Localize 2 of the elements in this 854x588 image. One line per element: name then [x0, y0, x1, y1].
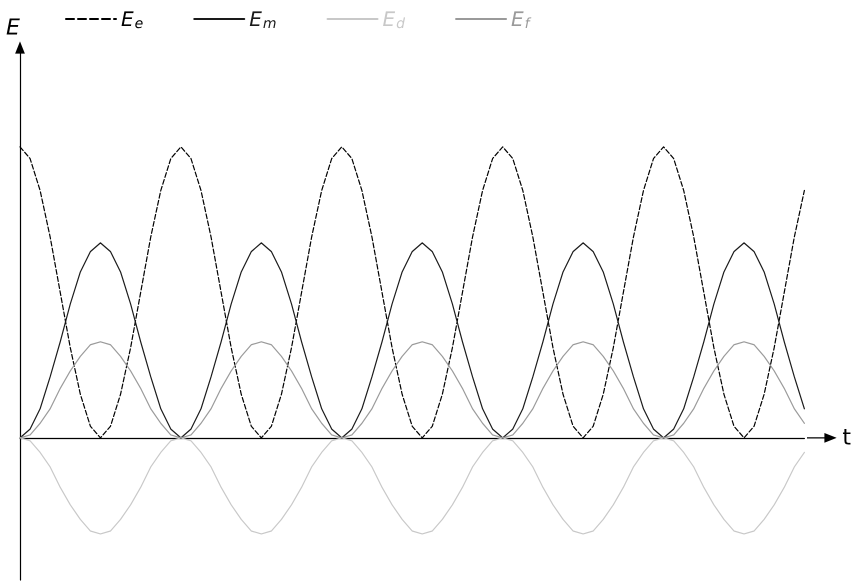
x-axis-title: t	[842, 425, 852, 450]
y-axis-title: E	[6, 16, 20, 40]
